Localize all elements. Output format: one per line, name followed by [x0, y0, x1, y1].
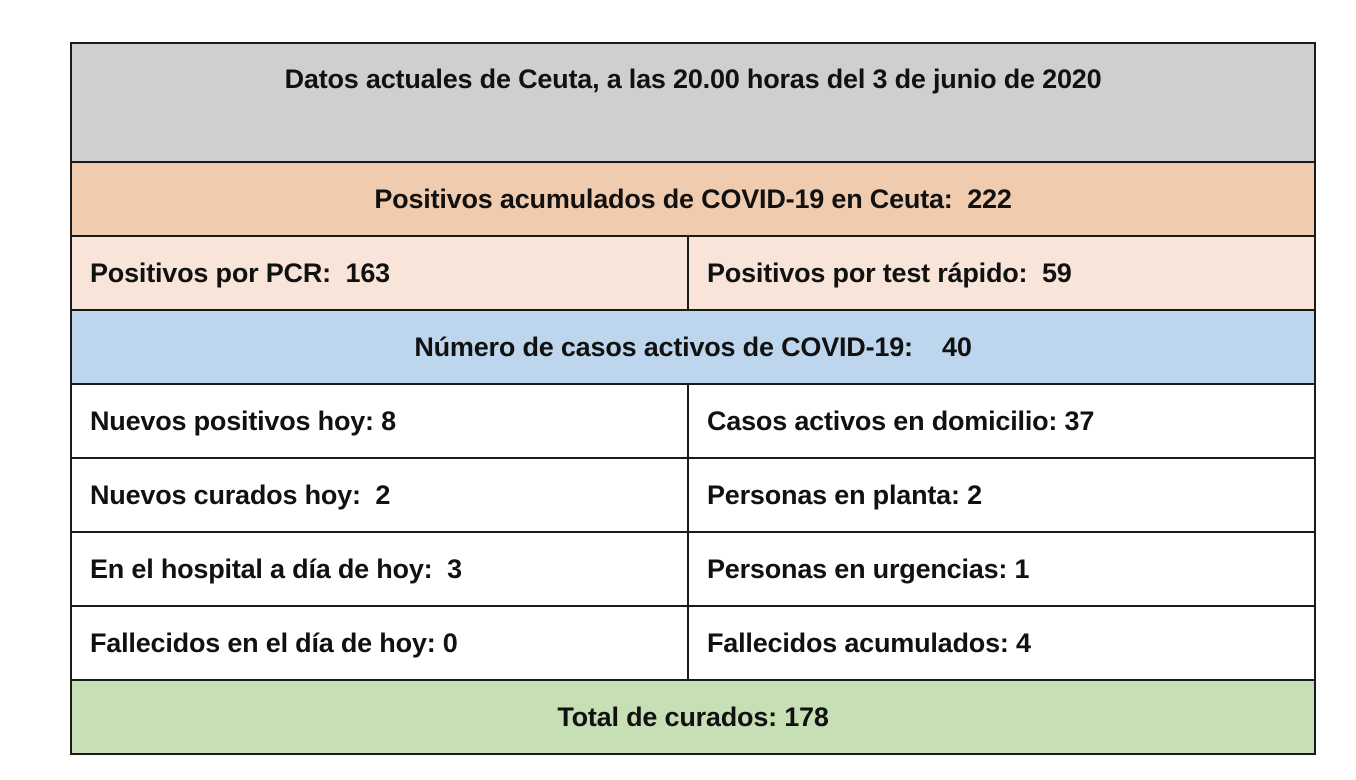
active-cases-cell: Número de casos activos de COVID-19: 40 — [69, 309, 1317, 385]
rapid-test-positives-cell: Positivos por test rápido: 59 — [686, 235, 1317, 311]
table-row: Fallecidos en el día de hoy: 0 Fallecido… — [70, 605, 1317, 681]
positives-split-row: Positivos por PCR: 163 Positivos por tes… — [70, 235, 1317, 311]
report-title: Datos actuales de Ceuta, a las 20.00 hor… — [69, 42, 1317, 163]
pcr-positives-cell: Positivos por PCR: 163 — [70, 235, 689, 311]
persons-in-ward-cell: Personas en planta: 2 — [686, 457, 1317, 533]
table-row: En el hospital a día de hoy: 3 Personas … — [70, 531, 1317, 607]
active-cases-row: Número de casos activos de COVID-19: 40 — [69, 309, 1317, 385]
table-row: Nuevos curados hoy: 2 Personas en planta… — [70, 457, 1317, 533]
covid-report-table: Datos actuales de Ceuta, a las 20.00 hor… — [69, 42, 1317, 755]
total-recovered-cell: Total de curados: 178 — [69, 679, 1317, 755]
cumulative-positives-cell: Positivos acumulados de COVID-19 en Ceut… — [69, 161, 1317, 237]
deaths-today-cell: Fallecidos en el día de hoy: 0 — [70, 605, 689, 681]
title-row: Datos actuales de Ceuta, a las 20.00 hor… — [69, 42, 1317, 163]
cumulative-row: Positivos acumulados de COVID-19 en Ceut… — [69, 161, 1317, 237]
in-hospital-today-cell: En el hospital a día de hoy: 3 — [70, 531, 689, 607]
data-table: Datos actuales de Ceuta, a las 20.00 hor… — [69, 42, 1317, 755]
cumulative-deaths-cell: Fallecidos acumulados: 4 — [686, 605, 1317, 681]
active-at-home-cell: Casos activos en domicilio: 37 — [686, 383, 1317, 459]
total-recovered-row: Total de curados: 178 — [69, 679, 1317, 755]
new-recovered-today-cell: Nuevos curados hoy: 2 — [70, 457, 689, 533]
table-row: Nuevos positivos hoy: 8 Casos activos en… — [70, 383, 1317, 459]
new-positives-today-cell: Nuevos positivos hoy: 8 — [70, 383, 689, 459]
persons-in-emergency-cell: Personas en urgencias: 1 — [686, 531, 1317, 607]
